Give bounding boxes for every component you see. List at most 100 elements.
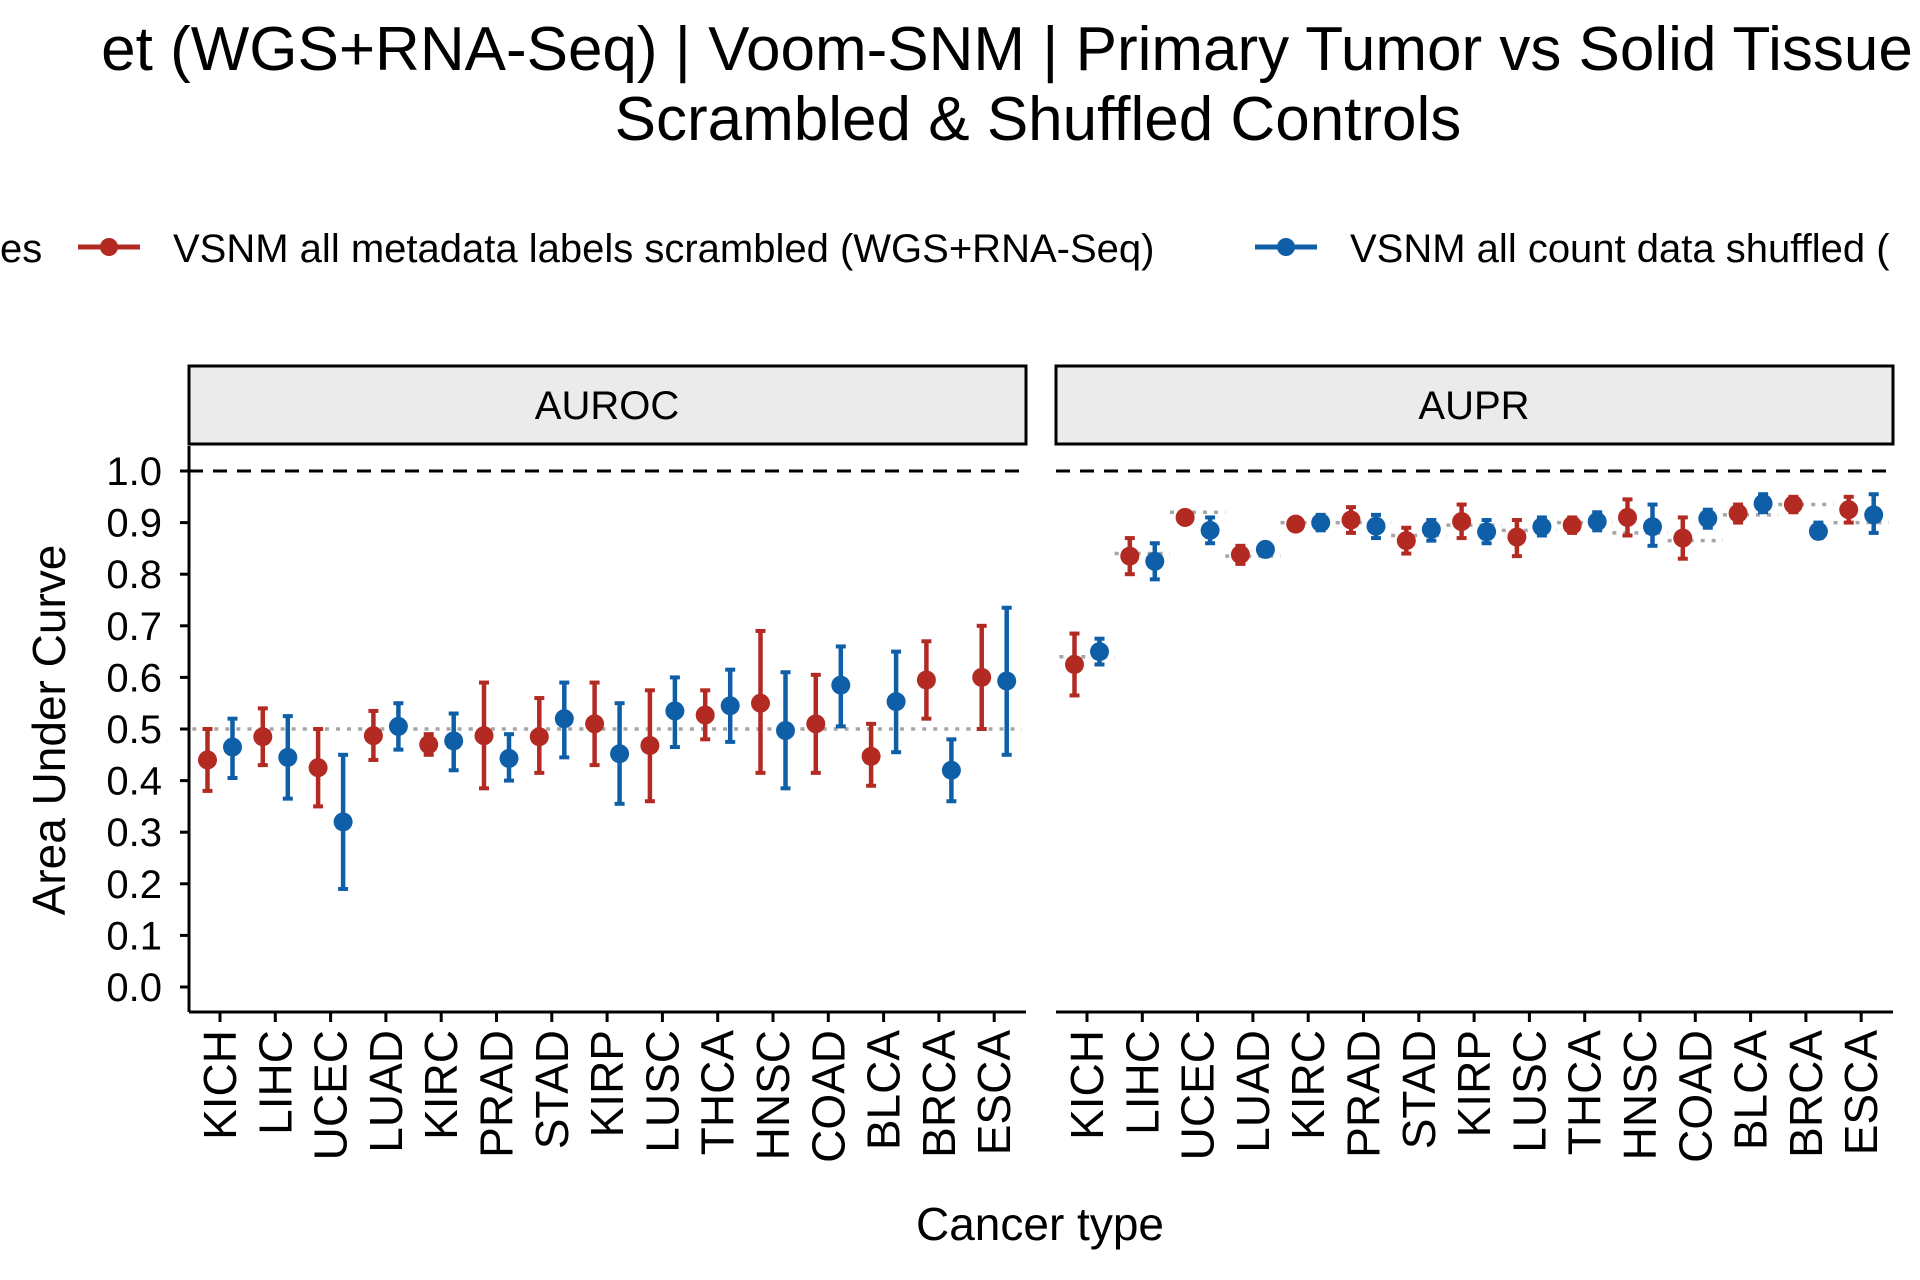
x-tick-label-aupr: THCA — [1559, 1030, 1611, 1156]
x-tick-label-auroc: ESCA — [968, 1030, 1020, 1156]
strip-label-auroc: AUROC — [535, 384, 679, 428]
x-tick-label-auroc: KIRP — [581, 1030, 633, 1137]
point-scrambled-auroc — [253, 727, 273, 747]
point-scrambled-aupr — [1065, 655, 1084, 674]
point-scrambled-auroc — [529, 727, 549, 747]
point-scrambled-aupr — [1783, 495, 1803, 515]
point-scrambled-aupr — [1673, 528, 1693, 548]
x-tick-label-auroc: THCA — [692, 1030, 744, 1156]
x-tick-label-aupr: KIRC — [1282, 1030, 1334, 1140]
x-tick-label-auroc: LIHC — [249, 1030, 301, 1135]
point-scrambled-aupr — [1230, 545, 1250, 565]
point-scrambled-auroc — [861, 746, 881, 766]
x-tick-label-auroc: LUAD — [360, 1030, 412, 1153]
point-shuffled-aupr — [1255, 539, 1275, 559]
point-shuffled-aupr — [1587, 512, 1607, 532]
point-shuffled-aupr — [1090, 642, 1109, 662]
x-tick-label-auroc: UCEC — [305, 1030, 357, 1160]
point-scrambled-aupr — [1452, 512, 1472, 532]
point-shuffled-auroc — [444, 731, 464, 751]
y-tick-label: 0.9 — [106, 502, 162, 546]
y-tick-label: 0.1 — [106, 914, 162, 958]
point-shuffled-aupr — [1200, 520, 1220, 540]
x-tick-label-aupr: KICH — [1061, 1030, 1113, 1140]
chart-title: et (WGS+RNA-Seq) | Voom-SNM | Primary Tu… — [101, 15, 1920, 84]
point-scrambled-auroc — [474, 726, 494, 746]
x-tick-label-aupr: COAD — [1669, 1030, 1721, 1163]
legend-key-point-shuffled — [1277, 238, 1295, 256]
point-scrambled-aupr — [1618, 507, 1637, 527]
y-axis-title: Area Under Curve — [23, 545, 75, 916]
point-scrambled-auroc — [972, 667, 992, 687]
point-scrambled-aupr — [1341, 510, 1361, 530]
x-tick-label-auroc: BRCA — [913, 1030, 965, 1158]
x-tick-label-aupr: BLCA — [1725, 1030, 1777, 1150]
legend: es VSNM all metadata labels scrambled (W… — [0, 227, 1890, 271]
legend-label-scrambled: VSNM all metadata labels scrambled (WGS+… — [173, 227, 1154, 271]
point-scrambled-auroc — [640, 736, 660, 756]
point-shuffled-aupr — [1311, 513, 1331, 533]
strip-label-aupr: AUPR — [1418, 384, 1529, 428]
point-scrambled-auroc — [916, 670, 936, 690]
legend-title: es — [0, 227, 42, 271]
x-tick-label-aupr: UCEC — [1172, 1030, 1224, 1160]
x-tick-label-aupr: BRCA — [1780, 1030, 1832, 1158]
point-shuffled-aupr — [1698, 508, 1718, 528]
point-scrambled-auroc — [363, 726, 383, 746]
point-scrambled-auroc — [695, 705, 715, 725]
point-scrambled-auroc — [308, 758, 328, 778]
point-scrambled-auroc — [806, 714, 826, 734]
point-shuffled-auroc — [223, 737, 242, 757]
y-tick-label: 1.0 — [106, 450, 162, 494]
y-tick-label: 0.0 — [106, 966, 162, 1010]
point-scrambled-aupr — [1728, 503, 1748, 523]
x-tick-label-auroc: LUSC — [636, 1030, 688, 1153]
y-tick-label: 0.2 — [106, 863, 162, 907]
x-tick-label-auroc: BLCA — [858, 1030, 910, 1150]
point-shuffled-auroc — [720, 696, 740, 716]
y-tick-label: 0.4 — [106, 760, 162, 804]
legend-key-point-scrambled — [100, 238, 118, 256]
point-scrambled-aupr — [1175, 507, 1195, 527]
x-tick-label-auroc: COAD — [802, 1030, 854, 1163]
point-shuffled-auroc — [831, 675, 851, 695]
point-shuffled-auroc — [554, 709, 574, 729]
x-tick-label-aupr: PRAD — [1338, 1030, 1390, 1158]
point-shuffled-auroc — [776, 721, 795, 741]
y-tick-label: 0.5 — [106, 708, 162, 752]
point-shuffled-aupr — [1421, 519, 1441, 539]
strip-aupr — [1054, 364, 1895, 446]
point-scrambled-aupr — [1120, 546, 1140, 566]
point-shuffled-aupr — [1808, 521, 1828, 541]
point-shuffled-auroc — [499, 748, 519, 768]
point-shuffled-aupr — [1753, 494, 1773, 514]
x-tick-label-auroc: KICH — [194, 1030, 246, 1140]
point-shuffled-auroc — [997, 671, 1017, 691]
point-scrambled-auroc — [419, 734, 439, 754]
chart-subtitle: Scrambled & Shuffled Controls — [615, 85, 1462, 154]
point-shuffled-aupr — [1864, 505, 1884, 525]
x-tick-label-aupr: LUSC — [1503, 1030, 1555, 1153]
x-tick-label-auroc: KIRC — [415, 1030, 467, 1140]
x-tick-label-auroc: STAD — [526, 1030, 578, 1149]
x-tick-label-auroc: PRAD — [471, 1030, 523, 1158]
point-shuffled-aupr — [1366, 516, 1386, 536]
point-scrambled-auroc — [585, 714, 605, 734]
point-scrambled-auroc — [198, 750, 217, 770]
point-shuffled-auroc — [886, 692, 906, 712]
point-scrambled-aupr — [1507, 527, 1527, 547]
y-tick-label: 0.6 — [106, 656, 162, 700]
point-shuffled-auroc — [333, 812, 353, 832]
point-shuffled-aupr — [1643, 517, 1662, 537]
point-scrambled-aupr — [1839, 500, 1859, 520]
point-shuffled-auroc — [941, 760, 961, 780]
point-shuffled-auroc — [665, 701, 685, 721]
point-shuffled-auroc — [610, 744, 630, 764]
strip-auroc — [187, 364, 1028, 446]
x-tick-label-aupr: STAD — [1393, 1030, 1445, 1149]
x-axis-title: Cancer type — [916, 1198, 1164, 1250]
point-shuffled-auroc — [278, 747, 298, 767]
y-tick-label: 0.7 — [106, 605, 162, 649]
